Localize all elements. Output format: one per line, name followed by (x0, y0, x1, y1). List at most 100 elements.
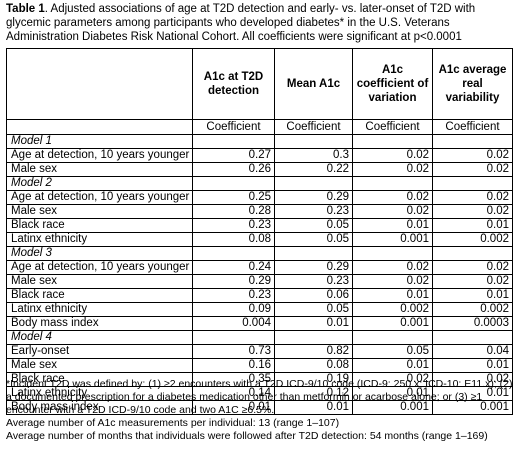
row-label: Male sex (6, 162, 193, 177)
table-row: Early-onset 0.73 0.82 0.05 0.04 (6, 344, 513, 359)
coefficient-cell: 0.02 (352, 260, 433, 275)
empty-cell (274, 330, 353, 345)
subheader-cell: Coefficient (192, 119, 275, 135)
row-label: Black race (6, 218, 193, 233)
coefficient-cell: 0.001 (352, 232, 433, 247)
coefficient-cell: 0.01 (352, 358, 433, 373)
empty-cell (192, 330, 275, 345)
table-row: Latinx ethnicity 0.08 0.05 0.001 0.002 (6, 232, 513, 247)
coefficient-cell: 0.22 (274, 162, 353, 177)
row-label: Latinx ethnicity (6, 302, 193, 317)
row-label: Male sex (6, 274, 193, 289)
model-name: Model 4 (6, 330, 193, 345)
empty-cell (274, 134, 353, 149)
coefficient-cell: 0.001 (352, 400, 433, 415)
coefficient-cell: 0.29 (192, 274, 275, 289)
coefficients-table: A1c at T2D detection Mean A1c A1c coeffi… (6, 48, 513, 415)
caption-label: Table 1 (6, 3, 45, 15)
coefficient-cell: 0.82 (274, 344, 353, 359)
empty-cell (352, 134, 433, 149)
empty-cell (352, 330, 433, 345)
coefficient-cell: 0.002 (352, 302, 433, 317)
table-row: Male sex 0.16 0.08 0.01 0.01 (6, 358, 513, 373)
coefficient-cell: 0.08 (192, 232, 275, 247)
empty-cell (192, 134, 275, 149)
coefficient-cell: 0.01 (274, 400, 353, 415)
table-row: Black race 0.35 0.19 0.02 0.02 (6, 372, 513, 387)
row-label: Black race (6, 288, 193, 303)
row-label: Age at detection, 10 years younger (6, 148, 193, 163)
coefficient-cell: 0.73 (192, 344, 275, 359)
row-label: Body mass index (6, 316, 193, 331)
coefficient-cell: 0.02 (352, 274, 433, 289)
coefficient-cell: 0.25 (192, 190, 275, 205)
coefficient-cell: 0.23 (274, 204, 353, 219)
coefficient-cell: 0.02 (432, 162, 513, 177)
model-name: Model 1 (6, 134, 193, 149)
table-caption: Table 1. Adjusted associations of age at… (6, 2, 514, 44)
coefficient-cell: 0.29 (274, 260, 353, 275)
table-row: Black race 0.23 0.05 0.01 0.01 (6, 218, 513, 233)
coefficient-cell: 0.01 (432, 358, 513, 373)
footnote-measurements: Average number of A1c measurements per i… (6, 417, 340, 429)
empty-cell (352, 246, 433, 261)
subheader-cell: Coefficient (432, 119, 513, 135)
footnote-definition: *Incident T2D was defined by: (1) ≥2 enc… (6, 378, 513, 416)
coefficient-cell: 0.23 (192, 218, 275, 233)
footnotes: *Incident T2D was defined by: (1) ≥2 enc… (6, 378, 516, 443)
empty-cell (432, 134, 513, 149)
coefficient-cell: 0.02 (352, 162, 433, 177)
table-row: Body mass index 0.01 0.01 0.001 0.001 (6, 400, 513, 415)
header-blank (6, 48, 193, 120)
empty-cell (432, 330, 513, 345)
row-label: Latinx ethnicity (6, 232, 193, 247)
coefficient-cell: 0.02 (352, 190, 433, 205)
coefficient-cell: 0.23 (192, 288, 275, 303)
coefficient-cell: 0.26 (192, 162, 275, 177)
coefficient-cell: 0.01 (432, 218, 513, 233)
model-header-row: Model 4 (6, 330, 513, 345)
table-row: Male sex 0.26 0.22 0.02 0.02 (6, 162, 513, 177)
table-row: Age at detection, 10 years younger 0.27 0.… (6, 148, 513, 163)
row-label: Early-onset (6, 344, 193, 359)
coefficient-cell: 0.01 (192, 400, 275, 415)
footnote-follow-up: Average number of months that individual… (6, 430, 488, 442)
model-header-row: Model 1 (6, 134, 513, 149)
table-row: Latinx ethnicity 0.09 0.05 0.002 0.002 (6, 302, 513, 317)
empty-cell (432, 246, 513, 261)
table-row: Age at detection, 10 years younger 0.25 0.… (6, 190, 513, 205)
coefficient-cell: 0.06 (274, 288, 353, 303)
coefficient-cell: 0.002 (432, 232, 513, 247)
empty-cell (432, 176, 513, 191)
coefficient-cell: 0.02 (432, 204, 513, 219)
table-row: Male sex 0.28 0.23 0.02 0.02 (6, 204, 513, 219)
coefficient-cell: 0.04 (432, 344, 513, 359)
coefficient-cell: 0.01 (352, 288, 433, 303)
subheader-cell: Coefficient (274, 119, 353, 135)
coefficient-cell: 0.02 (432, 148, 513, 163)
row-label: Male sex (6, 358, 193, 373)
coefficient-cell: 0.02 (432, 274, 513, 289)
coefficient-cell: 0.0003 (432, 316, 513, 331)
coefficient-cell: 0.29 (274, 190, 353, 205)
coefficient-cell: 0.02 (432, 260, 513, 275)
empty-cell (274, 246, 353, 261)
coefficient-cell: 0.001 (352, 316, 433, 331)
table-row: Body mass index 0.004 0.01 0.001 0.0003 (6, 316, 513, 331)
coefficient-cell: 0.23 (274, 274, 353, 289)
model-name: Model 3 (6, 246, 193, 261)
coefficient-cell: 0.05 (274, 302, 353, 317)
coefficient-cell: 0.05 (274, 232, 353, 247)
coefficient-cell: 0.16 (192, 358, 275, 373)
coefficient-cell: 0.01 (274, 316, 353, 331)
empty-cell (352, 176, 433, 191)
caption-text: . Adjusted associations of age at T2D de… (6, 3, 476, 43)
table-row: Age at detection, 10 years younger 0.24 0.… (6, 260, 513, 275)
coefficient-cell: 0.001 (432, 400, 513, 415)
row-label: Age at detection, 10 years younger (6, 190, 193, 205)
empty-cell (192, 246, 275, 261)
column-header: Mean A1c (274, 48, 353, 120)
coefficient-cell: 0.3 (274, 148, 353, 163)
subheader-cell: Coefficient (352, 119, 433, 135)
